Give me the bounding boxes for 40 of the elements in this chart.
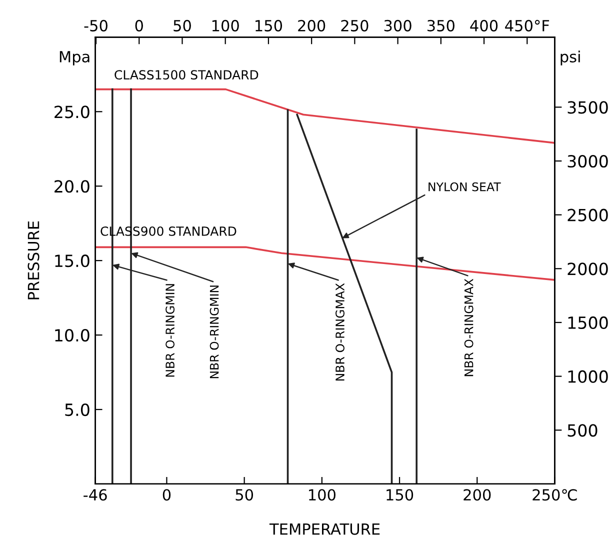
x-tick-label: 150: [386, 489, 414, 501]
y-axis-title: PRESSURE: [28, 221, 40, 300]
y-tick-label: 5.0: [65, 403, 90, 416]
x2-tick-label: 400: [470, 20, 498, 32]
y2-tick-label: 500: [568, 424, 598, 437]
x2-tick-label: 100: [212, 20, 239, 32]
annotation: NBR O-RINGMAX: [336, 283, 344, 381]
x-tick-label: 250℃: [532, 489, 577, 501]
x-tick-label: 200: [464, 489, 491, 501]
annotation: NBR O-RINGMAX: [464, 278, 474, 376]
x2-tick-label: 200: [298, 20, 326, 32]
text: psi: [560, 50, 580, 66]
x-tick-label: 100: [309, 489, 336, 501]
annotation: NYLON SEAT: [428, 182, 501, 192]
x2-tick-label: 300: [384, 20, 412, 32]
x-tick-label: 0: [162, 489, 171, 501]
y-tick-label: 25.0: [54, 106, 90, 118]
x-axis-title: TEMPERATURE: [269, 524, 380, 535]
y2-tick-label: 2500: [568, 208, 608, 222]
x2-tick-label: 250: [341, 20, 368, 32]
y-tick-label: 20.0: [54, 180, 90, 193]
y2-tick-label: 2000: [568, 262, 608, 276]
x2-tick-label: -50: [84, 20, 108, 32]
x2-tick-label: 150: [256, 20, 282, 32]
y2-tick-label: 3500: [568, 101, 608, 114]
y-tick-label: 15.0: [55, 254, 90, 268]
y2-tick-label: 1500: [568, 316, 608, 330]
y-tick-label: 10.0: [55, 328, 90, 342]
y2-tick-label: 3000: [568, 154, 608, 168]
x2-tick-label: 0: [135, 20, 143, 32]
x2-tick-label: 50: [174, 20, 191, 32]
x2-tick-label: 450°F: [505, 20, 550, 32]
x-tick-label: -46: [84, 489, 107, 501]
x2-tick-label: 350: [428, 20, 454, 32]
y2-tick-label: 1000: [568, 370, 608, 383]
annotation: NBR O-RINGMIN: [210, 286, 219, 378]
annotation: CLASS1500 STANDARD: [114, 70, 258, 80]
annotation: NBR O-RINGMIN: [166, 284, 175, 377]
text: Mpa: [60, 51, 90, 66]
x-tick-label: 50: [236, 489, 254, 501]
